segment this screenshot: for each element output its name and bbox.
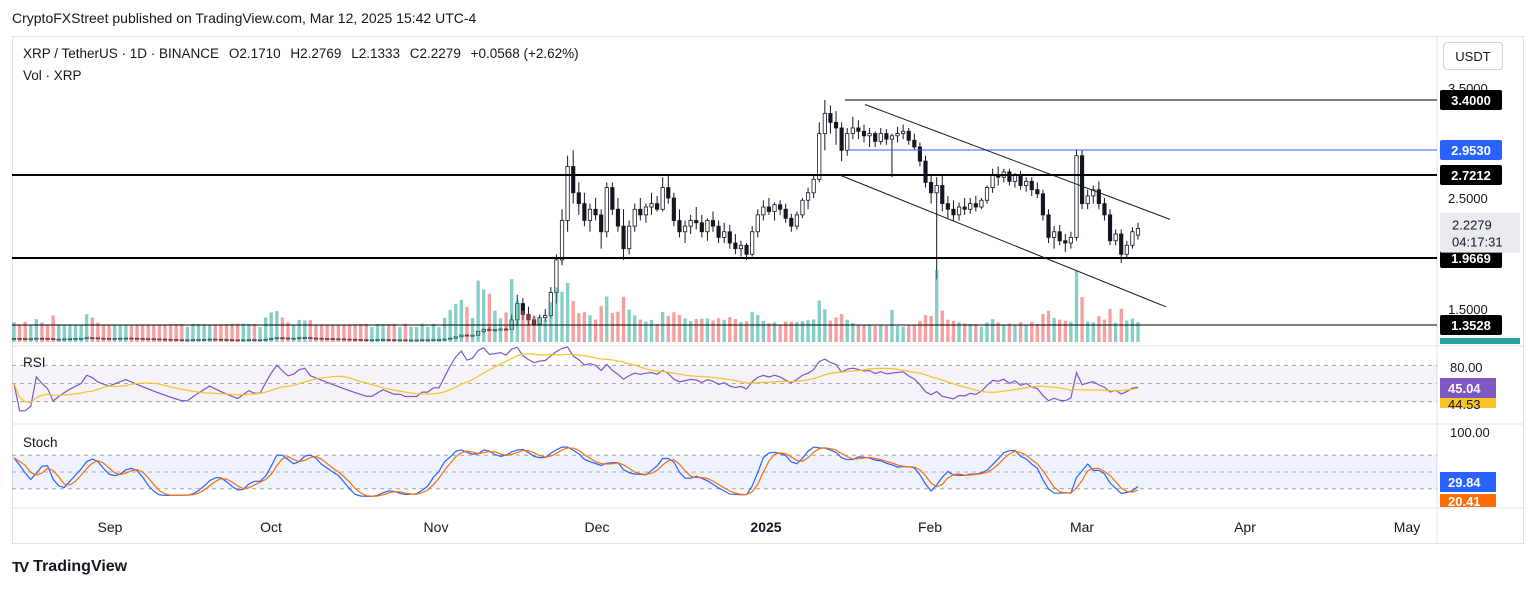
symbol-header: XRP / TetherUS · 1D · BINANCE O2.1710 H2… — [23, 46, 585, 61]
chart-frame — [12, 36, 1524, 544]
ohlc-open: O2.1710 — [228, 46, 281, 61]
publisher-line: CryptoFXStreet published on TradingView.… — [12, 10, 477, 26]
ohlc-high: H2.2769 — [290, 46, 342, 61]
rsi-pane-label: RSI — [23, 355, 46, 370]
ohlc-close: C2.2279 — [409, 46, 461, 61]
tradingview-brand[interactable]: TV TradingView — [12, 558, 127, 576]
stoch-pane-label: Stoch — [23, 435, 58, 450]
currency-button[interactable]: USDT — [1443, 42, 1503, 70]
volume-label: Vol · XRP — [23, 68, 82, 83]
brand-name: TradingView — [33, 558, 128, 575]
ohlc-change: +0.0568 (+2.62%) — [470, 46, 579, 61]
tradingview-logo-icon: TV — [12, 558, 29, 576]
symbol-name[interactable]: XRP / TetherUS · 1D · BINANCE — [23, 46, 220, 61]
ohlc-low: L2.1333 — [351, 46, 401, 61]
